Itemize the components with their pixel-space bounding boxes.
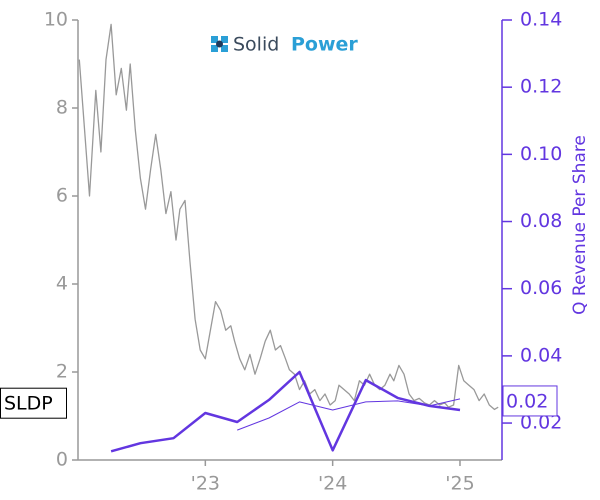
y-tick-label: 6 [56,185,68,207]
logo-icon [221,45,228,52]
y2-tick-label: 0.08 [520,210,562,232]
series-name-label: SLDP [4,393,53,415]
y-tick-label: 2 [56,361,68,383]
logo-text: Power [291,34,358,56]
y-tick-label: 0 [56,449,68,471]
series-line [237,398,461,431]
y2-tick-label: 0.06 [520,277,562,299]
y-tick-label: 10 [44,9,68,31]
y-tick-label: 8 [56,97,68,119]
y2-tick-label: 0.12 [520,76,562,98]
y2-tick-label: 0.14 [520,9,562,31]
x-tick-label: '23 [191,473,220,495]
y2-axis-title: Q Revenue Per Share [570,135,590,315]
series-line [78,23,499,411]
value-label-box [502,385,558,417]
y2-tick-label: 0.10 [520,143,562,165]
logo: Solid Power [211,34,358,56]
logo-text: Solid [233,34,279,56]
logo-icon [211,36,218,43]
series-line [110,370,461,453]
logo-icon [221,36,228,43]
logo-icon [216,40,223,48]
y2-tick-label: 0.02 [520,412,562,434]
y2-tick-label: 0.04 [520,344,562,366]
series-name-box [0,387,67,419]
logo-icon [211,45,218,52]
x-tick-label: '25 [445,473,474,495]
y-tick-label: 4 [56,273,68,295]
value-label: 0.02 [506,390,548,412]
x-tick-label: '24 [318,473,347,495]
